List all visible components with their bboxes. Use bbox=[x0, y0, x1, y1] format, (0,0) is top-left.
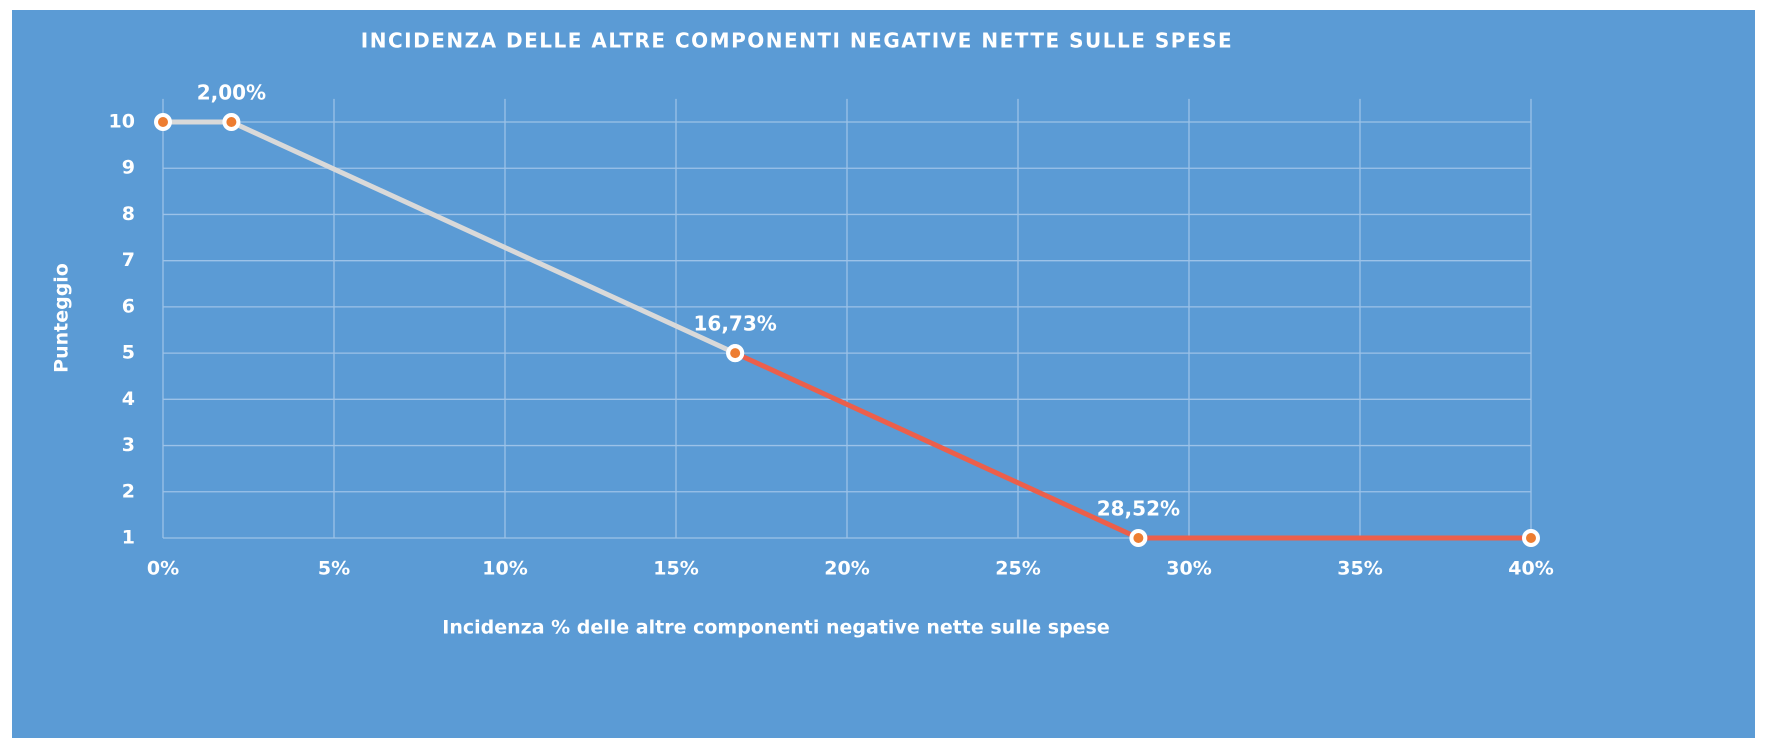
x-axis-title: Incidenza % delle altre componenti negat… bbox=[442, 617, 1110, 639]
x-tick-label: 30% bbox=[1166, 558, 1211, 580]
y-tick-label: 10 bbox=[109, 111, 135, 133]
y-tick-label: 2 bbox=[122, 480, 135, 502]
x-tick-label: 40% bbox=[1508, 558, 1553, 580]
y-tick-label: 6 bbox=[122, 295, 135, 317]
x-tick-label: 5% bbox=[318, 558, 350, 580]
chart-title: INCIDENZA DELLE ALTRE COMPONENTI NEGATIV… bbox=[361, 29, 1233, 53]
x-tick-label: 15% bbox=[653, 558, 698, 580]
y-tick-label: 5 bbox=[122, 342, 135, 364]
y-tick-label: 9 bbox=[122, 157, 135, 179]
y-axis-title: Punteggio bbox=[51, 263, 73, 373]
x-tick-label: 35% bbox=[1337, 558, 1382, 580]
data-label: 2,00% bbox=[197, 81, 266, 105]
x-tick-label: 20% bbox=[824, 558, 869, 580]
x-tick-label: 10% bbox=[482, 558, 527, 580]
y-tick-label: 4 bbox=[122, 388, 135, 410]
data-label: 28,52% bbox=[1097, 497, 1180, 521]
marker bbox=[154, 113, 172, 131]
marker bbox=[1129, 529, 1148, 547]
chart-background bbox=[12, 10, 1755, 738]
marker bbox=[726, 344, 745, 363]
y-tick-label: 8 bbox=[122, 203, 135, 225]
y-tick-label: 7 bbox=[122, 249, 135, 271]
x-tick-label: 25% bbox=[995, 558, 1040, 580]
data-label: 16,73% bbox=[694, 312, 777, 336]
marker bbox=[1522, 529, 1540, 547]
y-tick-label: 3 bbox=[122, 434, 135, 456]
x-tick-label: 0% bbox=[147, 558, 179, 580]
marker bbox=[222, 113, 241, 131]
y-tick-label: 1 bbox=[122, 527, 135, 549]
